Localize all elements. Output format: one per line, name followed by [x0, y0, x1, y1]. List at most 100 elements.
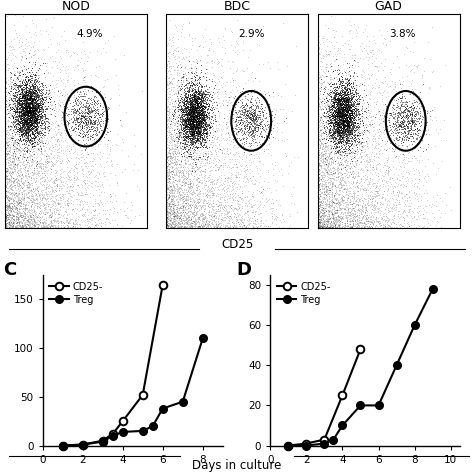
Point: [273, 123, 281, 131]
Point: [342, 106, 350, 114]
Point: [395, 196, 402, 204]
Point: [18, 121, 26, 128]
Point: [26, 86, 33, 93]
Point: [314, 136, 321, 143]
Point: [28, 107, 36, 115]
Point: [48, 222, 55, 230]
Point: [27, 89, 35, 96]
Point: [91, 92, 99, 100]
Point: [186, 121, 194, 128]
Point: [335, 93, 342, 101]
Point: [181, 223, 189, 231]
Point: [191, 113, 198, 120]
Point: [290, 183, 297, 191]
Point: [354, 105, 362, 112]
Point: [255, 124, 262, 131]
Point: [187, 91, 194, 98]
Point: [201, 214, 209, 222]
Point: [20, 118, 28, 125]
Point: [193, 97, 201, 105]
Point: [197, 223, 204, 230]
Point: [35, 221, 43, 228]
Point: [324, 113, 332, 120]
Point: [52, 210, 59, 218]
Point: [21, 120, 28, 128]
Point: [23, 104, 31, 111]
Point: [345, 119, 352, 127]
Point: [333, 101, 341, 109]
Point: [9, 91, 17, 99]
Point: [408, 199, 415, 206]
Point: [328, 68, 336, 75]
Point: [191, 93, 198, 101]
Point: [323, 221, 331, 228]
Point: [348, 117, 356, 125]
Point: [334, 62, 342, 69]
Point: [189, 155, 197, 163]
Point: [37, 90, 45, 97]
Point: [30, 134, 38, 142]
Point: [412, 216, 420, 223]
Point: [190, 95, 198, 103]
Point: [322, 178, 329, 185]
Point: [188, 210, 196, 217]
Point: [83, 148, 91, 156]
Point: [100, 96, 107, 103]
Point: [345, 118, 352, 126]
Point: [246, 132, 253, 139]
Point: [336, 201, 343, 209]
Point: [319, 51, 327, 59]
Point: [181, 134, 188, 142]
Point: [363, 167, 370, 174]
Point: [192, 128, 200, 136]
Point: [330, 132, 338, 140]
Point: [343, 215, 351, 223]
Point: [14, 173, 21, 180]
Point: [339, 123, 346, 131]
Point: [190, 163, 197, 170]
Point: [255, 96, 263, 103]
Point: [118, 146, 126, 154]
Point: [35, 190, 42, 197]
Point: [355, 138, 363, 146]
Point: [356, 54, 364, 62]
Point: [195, 42, 203, 50]
Point: [19, 120, 27, 128]
Point: [438, 137, 445, 144]
Point: [59, 195, 66, 203]
Point: [183, 195, 191, 203]
Point: [342, 111, 350, 119]
Point: [330, 133, 338, 141]
Point: [42, 189, 50, 196]
Point: [7, 175, 14, 183]
Point: [196, 103, 203, 111]
Point: [390, 213, 398, 220]
Point: [170, 46, 178, 54]
Point: [188, 91, 195, 99]
Point: [166, 173, 173, 180]
Point: [191, 86, 199, 94]
Point: [12, 105, 20, 113]
Point: [24, 125, 31, 132]
Point: [87, 95, 94, 102]
Point: [335, 75, 343, 82]
Point: [373, 218, 381, 225]
Point: [40, 98, 48, 106]
Point: [14, 218, 21, 225]
Point: [30, 103, 37, 110]
Point: [243, 163, 251, 170]
Point: [193, 110, 201, 118]
Point: [14, 221, 22, 229]
Point: [163, 207, 171, 215]
Point: [183, 168, 191, 175]
Point: [16, 49, 24, 57]
Point: [168, 189, 175, 196]
Point: [112, 71, 119, 79]
Point: [26, 102, 34, 109]
Point: [377, 59, 384, 67]
Point: [227, 98, 235, 106]
Point: [251, 138, 259, 146]
Point: [218, 161, 225, 169]
Point: [37, 174, 45, 182]
Point: [323, 190, 331, 198]
